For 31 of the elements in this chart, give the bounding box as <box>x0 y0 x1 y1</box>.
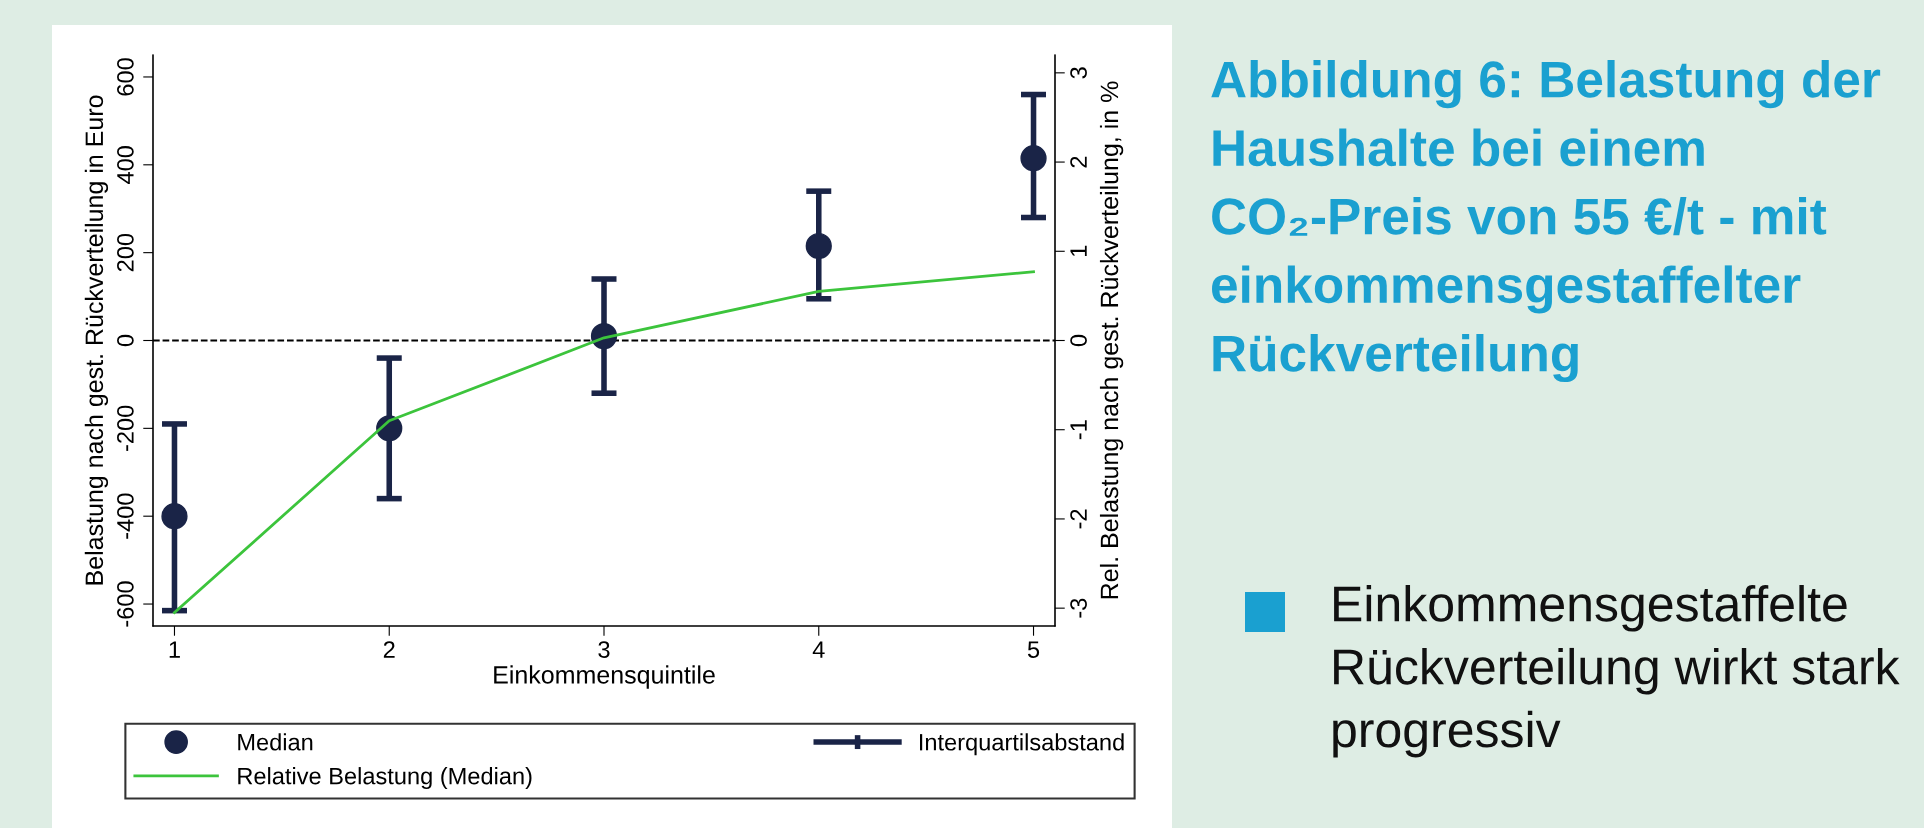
y2-tick-label: -1 <box>1070 420 1087 440</box>
y2-tick-label: 0 <box>1070 334 1087 347</box>
y2-axis-title: Rel. Belastung nach gest. Rückverteilung, in % <box>1099 81 1124 599</box>
y-tick-label: 200 <box>117 233 134 272</box>
y-tick-label: 0 <box>117 334 134 347</box>
y-tick-label: -600 <box>117 581 134 627</box>
legend-label: Median <box>238 733 313 751</box>
y-tick-label: 400 <box>117 146 134 184</box>
y2-tick-label: 1 <box>1070 245 1087 257</box>
y2-tick-label: -2 <box>1070 509 1087 529</box>
y-axis-title: Belastung nach gest. Rückverteilung in Euro <box>84 95 109 585</box>
y-tick-label: 600 <box>117 58 134 96</box>
point <box>161 503 188 530</box>
x-axis-title: Einkommensquintile <box>494 665 715 689</box>
line-series <box>173 270 1035 615</box>
legend-label: Relative Belastung (Median) <box>238 767 532 790</box>
x-tick-label: 3 <box>598 641 610 658</box>
y2-tick-label: 2 <box>1070 156 1087 168</box>
y-tick-label: -200 <box>117 405 134 451</box>
point <box>1020 145 1047 172</box>
y2-tick-label: 3 <box>1070 67 1087 79</box>
text: Einkommensgestaffelte Rückverteilung wirkt stark progressiv <box>1333 585 1900 758</box>
y-tick-label: -400 <box>117 493 134 539</box>
x-tick-label: 1 <box>169 641 180 658</box>
text: Abbildung 6: Belastung der Haushalte bei einem CO₂-Preis von 55 €/t - mit einkommensgestaffelter Rückverteilung <box>1211 60 1881 383</box>
point <box>805 232 832 260</box>
x-tick-label: 5 <box>1027 641 1040 658</box>
y2-tick-label: -3 <box>1070 598 1087 618</box>
text: Interquartilsabstand <box>919 733 1124 756</box>
x-tick-label: 4 <box>812 641 825 658</box>
x-tick-label: 2 <box>383 641 395 658</box>
